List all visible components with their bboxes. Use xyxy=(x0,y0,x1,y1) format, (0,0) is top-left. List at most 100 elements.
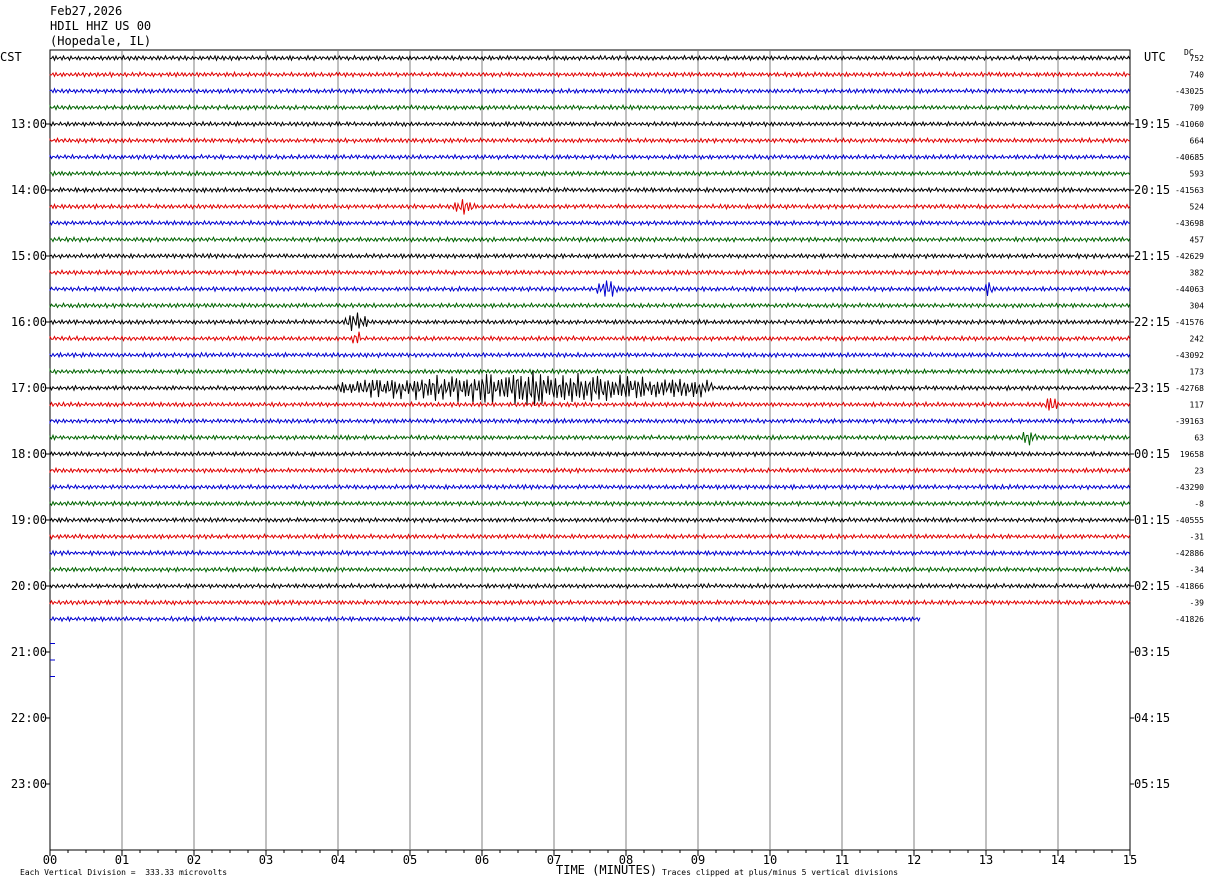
dc-offset-value: 63 xyxy=(1194,434,1204,443)
x-tick-label: 10 xyxy=(763,853,777,867)
seismic-trace xyxy=(50,105,1130,110)
dc-offset-value: -40685 xyxy=(1175,153,1204,162)
seismic-trace xyxy=(50,122,1130,127)
seismic-trace xyxy=(50,353,1130,358)
dc-offset-value: 664 xyxy=(1190,137,1205,146)
utc-hour-label: 00:15 xyxy=(1134,447,1170,461)
dc-offset-value: 740 xyxy=(1190,71,1205,80)
dc-offset-value: -31 xyxy=(1190,533,1205,542)
seismic-trace xyxy=(50,303,1130,308)
utc-hour-label: 19:15 xyxy=(1134,117,1170,131)
x-tick-label: 13 xyxy=(979,853,993,867)
dc-offset-value: -39163 xyxy=(1175,417,1204,426)
utc-hour-label: 05:15 xyxy=(1134,777,1170,791)
cst-hour-label: 23:00 xyxy=(11,777,47,791)
seismic-trace xyxy=(50,188,1130,193)
x-axis-title: TIME (MINUTES) xyxy=(556,864,657,876)
dc-offset-value: -41060 xyxy=(1175,120,1204,129)
dc-offset-value: -8 xyxy=(1194,500,1204,509)
dc-offset-value: 709 xyxy=(1190,104,1205,113)
seismic-trace xyxy=(50,534,1130,539)
cst-hour-label: 13:00 xyxy=(11,117,47,131)
x-tick-label: 04 xyxy=(331,853,345,867)
utc-hour-label: 03:15 xyxy=(1134,645,1170,659)
x-tick-label: 06 xyxy=(475,853,489,867)
seismic-trace xyxy=(50,138,1130,143)
dc-offset-value: -41563 xyxy=(1175,186,1204,195)
seismic-trace xyxy=(50,551,1130,556)
utc-hour-label: 01:15 xyxy=(1134,513,1170,527)
dc-offset-value: 242 xyxy=(1190,335,1205,344)
dc-offset-value: 23 xyxy=(1194,467,1204,476)
seismic-trace xyxy=(50,600,1130,605)
seismic-trace xyxy=(50,171,1130,176)
dc-offset-value: -43025 xyxy=(1175,87,1204,96)
seismic-trace xyxy=(50,371,1130,406)
seismic-trace xyxy=(50,501,1130,506)
dc-offset-value: -42629 xyxy=(1175,252,1204,261)
x-tick-label: 03 xyxy=(259,853,273,867)
x-tick-label: 14 xyxy=(1051,853,1065,867)
x-tick-label: 01 xyxy=(115,853,129,867)
dc-offset-value: 593 xyxy=(1190,170,1205,179)
dc-offset-value: 117 xyxy=(1190,401,1205,410)
seismic-trace xyxy=(50,617,920,622)
seismic-trace xyxy=(50,270,1130,275)
x-tick-label: 02 xyxy=(187,853,201,867)
dc-offset-value: -41826 xyxy=(1175,615,1204,624)
dc-offset-value: -41576 xyxy=(1175,318,1204,327)
seismic-trace xyxy=(50,237,1130,242)
dc-offset-value: -44063 xyxy=(1175,285,1204,294)
utc-hour-label: 02:15 xyxy=(1134,579,1170,593)
cst-hour-label: 16:00 xyxy=(11,315,47,329)
cst-hour-label: 21:00 xyxy=(11,645,47,659)
dc-offset-value: 457 xyxy=(1190,236,1205,245)
dc-offset-value: -43290 xyxy=(1175,483,1204,492)
dc-offset-value: -39 xyxy=(1190,599,1205,608)
seismic-trace xyxy=(50,518,1130,523)
seismic-trace xyxy=(50,155,1130,160)
seismic-trace xyxy=(50,468,1130,473)
seismic-trace xyxy=(50,72,1130,77)
cst-hour-label: 17:00 xyxy=(11,381,47,395)
seismic-trace xyxy=(50,567,1130,572)
seismic-trace xyxy=(50,432,1130,445)
seismic-trace xyxy=(50,56,1130,61)
seismic-trace xyxy=(50,452,1130,457)
dc-offset-value: -43698 xyxy=(1175,219,1204,228)
seismic-trace xyxy=(50,221,1130,226)
seismic-trace xyxy=(50,281,1130,297)
dc-offset-value: -40555 xyxy=(1175,516,1204,525)
scale-note: Each Vertical Division = 333.33 microvol… xyxy=(20,868,227,877)
dc-offset-value: -42886 xyxy=(1175,549,1204,558)
utc-hour-label: 04:15 xyxy=(1134,711,1170,725)
seismic-trace xyxy=(50,332,1130,344)
clip-note: Traces clipped at plus/minus 5 vertical … xyxy=(662,868,898,877)
dc-offset-value: 382 xyxy=(1190,269,1205,278)
utc-hour-label: 23:15 xyxy=(1134,381,1170,395)
dc-offset-value: -34 xyxy=(1190,566,1205,575)
seismic-trace xyxy=(50,369,1130,374)
cst-hour-label: 22:00 xyxy=(11,711,47,725)
plot-frame xyxy=(50,50,1130,850)
x-tick-label: 12 xyxy=(907,853,921,867)
utc-hour-label: 21:15 xyxy=(1134,249,1170,263)
dc-offset-value: 752 xyxy=(1190,54,1205,63)
utc-hour-label: 22:15 xyxy=(1134,315,1170,329)
dc-offset-value: 304 xyxy=(1190,302,1205,311)
cst-hour-label: 20:00 xyxy=(11,579,47,593)
x-tick-label: 00 xyxy=(43,853,57,867)
dc-offset-value: -41866 xyxy=(1175,582,1204,591)
cst-hour-label: 18:00 xyxy=(11,447,47,461)
seismic-trace xyxy=(50,419,1130,424)
utc-hour-label: 20:15 xyxy=(1134,183,1170,197)
seismic-trace xyxy=(50,89,1130,94)
seismic-trace xyxy=(50,313,1130,331)
seismic-trace xyxy=(50,398,1130,410)
dc-offset-value: -43092 xyxy=(1175,351,1204,360)
cst-hour-label: 15:00 xyxy=(11,249,47,263)
cst-hour-label: 14:00 xyxy=(11,183,47,197)
dc-offset-value: -42768 xyxy=(1175,384,1204,393)
x-tick-label: 15 xyxy=(1123,853,1137,867)
